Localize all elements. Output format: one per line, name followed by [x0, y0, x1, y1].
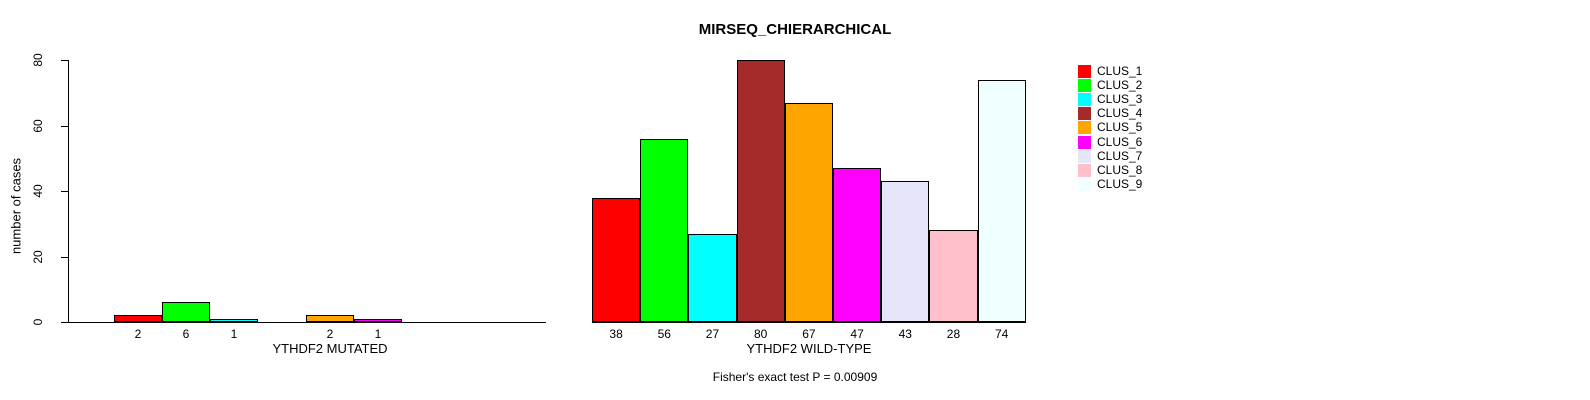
bar-clus_6	[354, 318, 402, 322]
bar-value-label: 67	[802, 327, 816, 341]
legend-label: CLUS_6	[1097, 134, 1143, 149]
bar-clus_1	[114, 315, 162, 322]
legend-item: CLUS_3	[1078, 92, 1142, 106]
legend-swatch-clus_2	[1078, 78, 1091, 92]
chart-title: MIRSEQ_CHIERARCHICAL	[698, 21, 892, 38]
legend-item: CLUS_4	[1078, 107, 1142, 121]
y-axis-title: number of cases	[8, 157, 24, 255]
y-axis-tick-label: 60	[31, 118, 45, 133]
bar-value-label: 1	[230, 327, 238, 341]
legend-swatch-clus_3	[1078, 92, 1091, 106]
bar-value-label: 1	[374, 327, 382, 341]
legend-item: CLUS_5	[1078, 121, 1142, 135]
legend-label: CLUS_4	[1097, 106, 1143, 121]
bar-clus_5	[306, 315, 354, 322]
legend-label: CLUS_1	[1097, 63, 1143, 78]
y-axis-tick	[61, 60, 68, 61]
bar-value-label: 74	[995, 327, 1009, 341]
bar-value-label: 6	[182, 327, 190, 341]
y-axis-tick-label: 20	[31, 249, 45, 264]
bar-clus_3	[688, 233, 737, 322]
y-axis-tick-label: 80	[31, 53, 45, 67]
legend-label: CLUS_9	[1097, 177, 1143, 192]
bar-clus_1	[592, 197, 641, 322]
bar-value-label: 43	[898, 327, 912, 341]
bar-clus_2	[162, 302, 210, 322]
x-axis-line	[592, 322, 1026, 323]
legend-swatch-clus_6	[1078, 135, 1091, 149]
legend-label: CLUS_2	[1097, 77, 1143, 92]
legend-item: CLUS_7	[1078, 149, 1142, 163]
y-axis-tick	[61, 125, 68, 127]
bar-value-label: 56	[657, 327, 671, 341]
bar-clus_6	[833, 168, 882, 322]
bar-clus_3	[210, 318, 258, 322]
legend-label: CLUS_7	[1097, 148, 1143, 163]
x-axis-group-label: YTHDF2 WILD-TYPE	[746, 341, 872, 356]
bar-clus_2	[640, 138, 689, 322]
legend-item: CLUS_8	[1078, 163, 1142, 177]
fisher-test-annotation: Fisher's exact test P = 0.00909	[712, 370, 878, 384]
y-axis-tick-label: 40	[31, 184, 45, 198]
y-axis-line	[68, 60, 69, 323]
bar-value-label: 38	[609, 327, 623, 341]
y-axis-tick-label: 0	[31, 318, 45, 326]
bar-clus_7	[881, 181, 930, 322]
legend-swatch-clus_4	[1078, 107, 1091, 121]
legend-swatch-clus_1	[1078, 64, 1091, 78]
bar-value-label: 2	[326, 327, 334, 341]
bar-clus_8	[929, 230, 978, 322]
y-axis-tick	[61, 322, 68, 323]
bar-value-label: 2	[134, 327, 142, 341]
legend-swatch-clus_9	[1078, 178, 1091, 192]
legend-label: CLUS_8	[1097, 162, 1143, 177]
y-axis-tick	[61, 191, 68, 192]
legend-item: CLUS_6	[1078, 135, 1142, 149]
x-axis-line	[68, 322, 546, 323]
bar-clus_4	[736, 60, 785, 322]
legend-swatch-clus_7	[1078, 149, 1091, 163]
y-axis-tick	[61, 256, 68, 258]
bar-value-label: 47	[850, 327, 864, 341]
legend-swatch-clus_8	[1078, 163, 1091, 177]
bar-value-label: 80	[754, 327, 768, 341]
legend-swatch-clus_5	[1078, 121, 1091, 135]
legend-item: CLUS_2	[1078, 78, 1142, 92]
x-axis-group-label: YTHDF2 MUTATED	[272, 341, 388, 356]
legend-label: CLUS_5	[1097, 120, 1143, 135]
legend-item: CLUS_9	[1078, 178, 1142, 192]
bar-value-label: 28	[946, 327, 961, 341]
legend-item: CLUS_1	[1078, 64, 1142, 78]
bar-clus_9	[977, 79, 1026, 322]
bar-clus_5	[784, 102, 833, 322]
bar-value-label: 27	[705, 327, 720, 341]
legend-label: CLUS_3	[1097, 91, 1143, 106]
